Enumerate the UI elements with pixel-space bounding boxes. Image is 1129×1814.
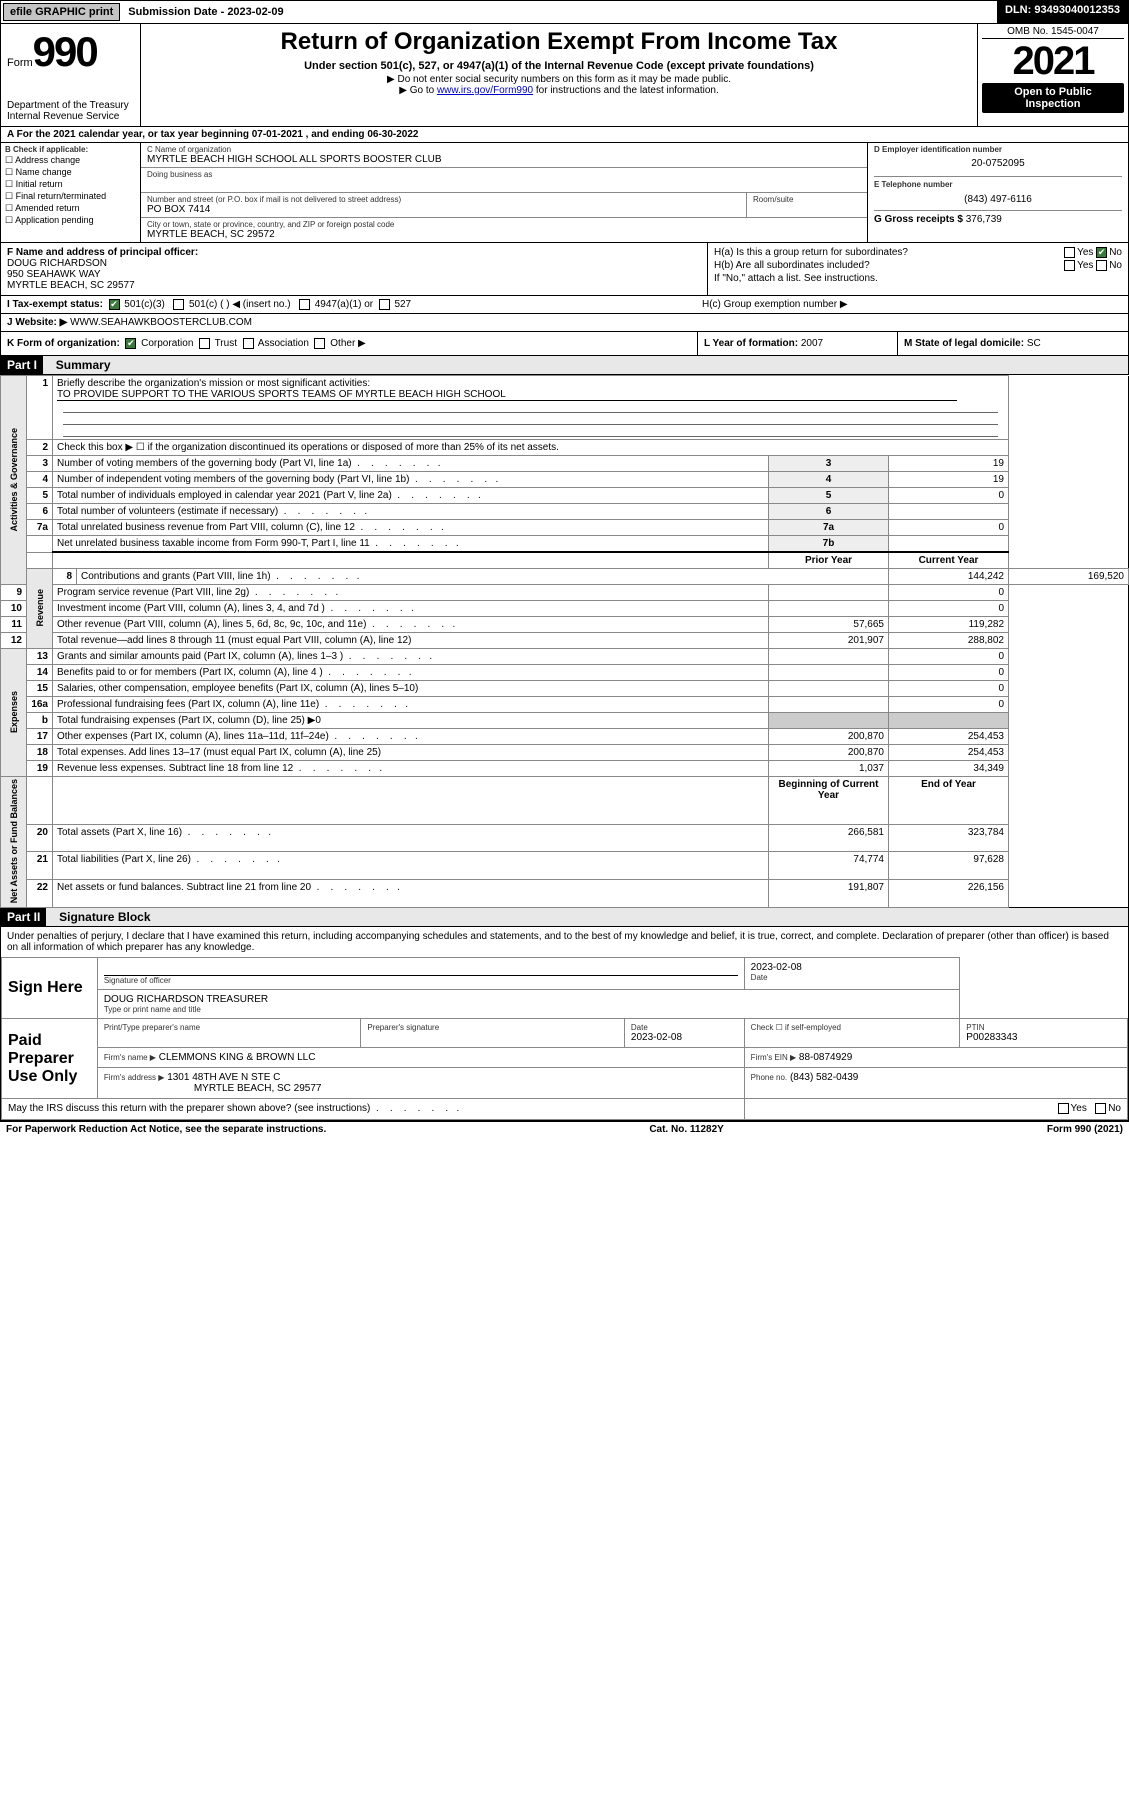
part1-title: Summary xyxy=(46,358,111,372)
chk-corp[interactable]: ✔ xyxy=(125,338,136,349)
header-center: Return of Organization Exempt From Incom… xyxy=(141,24,978,126)
row-i: I Tax-exempt status: ✔ 501(c)(3) 501(c) … xyxy=(0,296,1129,314)
header-left: Form990 Department of the Treasury Inter… xyxy=(1,24,141,126)
section-c: C Name of organization MYRTLE BEACH HIGH… xyxy=(141,143,868,242)
org-name: MYRTLE BEACH HIGH SCHOOL ALL SPORTS BOOS… xyxy=(147,154,861,165)
chk-initial-return[interactable]: ☐ Initial return xyxy=(5,179,136,190)
ha-no[interactable]: ✔ xyxy=(1096,247,1107,258)
chk-527[interactable] xyxy=(379,299,390,310)
chk-501c3[interactable]: ✔ xyxy=(109,299,120,310)
tax-year: 2021 xyxy=(982,41,1124,81)
row-a-tax-year: A For the 2021 calendar year, or tax yea… xyxy=(0,127,1129,143)
section-hc: H(c) Group exemption number ▶ xyxy=(702,299,1122,310)
ein-value: 20-0752095 xyxy=(874,154,1122,173)
row-klm: K Form of organization: ✔ Corporation Tr… xyxy=(0,332,1129,356)
part1-header-row: Part I Summary xyxy=(0,356,1129,375)
firm-phone: (843) 582-0439 xyxy=(790,1072,858,1083)
page-footer: For Paperwork Reduction Act Notice, see … xyxy=(0,1121,1129,1137)
section-f: F Name and address of principal officer:… xyxy=(1,243,708,295)
chk-name-change[interactable]: ☐ Name change xyxy=(5,167,136,178)
row-j: J Website: ▶ WWW.SEAHAWKBOOSTERCLUB.COM xyxy=(0,314,1129,332)
firm-ein: 88-0874929 xyxy=(799,1052,852,1063)
chk-501c[interactable] xyxy=(173,299,184,310)
chk-amended[interactable]: ☐ Amended return xyxy=(5,203,136,214)
year-formation: L Year of formation: 2007 xyxy=(698,332,898,355)
gross-receipts: G Gross receipts $ 376,739 xyxy=(874,210,1122,225)
perjury-declaration: Under penalties of perjury, I declare th… xyxy=(1,927,1128,957)
part1-table: Activities & Governance 1 Briefly descri… xyxy=(0,375,1129,908)
mission-text: TO PROVIDE SUPPORT TO THE VARIOUS SPORTS… xyxy=(57,389,957,401)
chk-final-return[interactable]: ☐ Final return/terminated xyxy=(5,191,136,202)
footer-left: For Paperwork Reduction Act Notice, see … xyxy=(6,1124,326,1135)
officer-sign-date: 2023-02-08 xyxy=(751,962,954,973)
dept-label: Department of the Treasury xyxy=(7,100,134,111)
chk-4947[interactable] xyxy=(299,299,310,310)
form-note1: ▶ Do not enter social security numbers o… xyxy=(149,74,969,85)
footer-mid: Cat. No. 11282Y xyxy=(649,1124,723,1135)
side-expenses: Expenses xyxy=(1,649,27,777)
part2-title: Signature Block xyxy=(49,910,150,924)
website-value: WWW.SEAHAWKBOOSTERCLUB.COM xyxy=(70,317,252,328)
irs-label: Internal Revenue Service xyxy=(7,111,134,122)
phone-value: (843) 497-6116 xyxy=(874,192,1122,207)
header-right: OMB No. 1545-0047 2021 Open to Public In… xyxy=(978,24,1128,126)
form-header: Form990 Department of the Treasury Inter… xyxy=(0,24,1129,127)
org-city: MYRTLE BEACH, SC 29572 xyxy=(147,229,861,240)
efile-print-button[interactable]: efile GRAPHIC print xyxy=(3,3,120,21)
part2-header-row: Part II Signature Block xyxy=(0,908,1129,927)
side-netassets: Net Assets or Fund Balances xyxy=(1,777,27,908)
discuss-yes[interactable] xyxy=(1058,1103,1069,1114)
paid-preparer-label: Paid Preparer Use Only xyxy=(2,1019,98,1099)
open-to-public-badge: Open to Public Inspection xyxy=(982,83,1124,113)
chk-application-pending[interactable]: ☐ Application pending xyxy=(5,215,136,226)
footer-right: Form 990 (2021) xyxy=(1047,1124,1123,1135)
section-deg: D Employer identification number 20-0752… xyxy=(868,143,1128,242)
discuss-no[interactable] xyxy=(1095,1103,1106,1114)
chk-address-change[interactable]: ☐ Address change xyxy=(5,155,136,166)
side-revenue: Revenue xyxy=(27,569,53,649)
chk-trust[interactable] xyxy=(199,338,210,349)
officer-name: DOUG RICHARDSON TREASURER xyxy=(104,994,953,1005)
hb-no[interactable] xyxy=(1096,260,1107,271)
section-b: B Check if applicable: ☐ Address change … xyxy=(1,143,141,242)
submission-date: Submission Date - 2023-02-09 xyxy=(122,1,997,23)
chk-assoc[interactable] xyxy=(243,338,254,349)
part2-badge: Part II xyxy=(1,908,46,926)
form-subtitle: Under section 501(c), 527, or 4947(a)(1)… xyxy=(149,60,969,72)
ha-yes[interactable] xyxy=(1064,247,1075,258)
side-activities: Activities & Governance xyxy=(1,376,27,585)
chk-other[interactable] xyxy=(314,338,325,349)
form-note2: ▶ Go to www.irs.gov/Form990 for instruct… xyxy=(149,85,969,96)
org-street: PO BOX 7414 xyxy=(147,204,740,215)
sign-here-label: Sign Here xyxy=(2,958,98,1019)
state-domicile: M State of legal domicile: SC xyxy=(898,332,1128,355)
top-bar: efile GRAPHIC print Submission Date - 20… xyxy=(0,0,1129,24)
form-990-logo: Form990 xyxy=(7,28,97,76)
signature-block: Under penalties of perjury, I declare th… xyxy=(0,927,1129,1120)
ptin-value: P00283343 xyxy=(966,1032,1121,1043)
omb-number: OMB No. 1545-0047 xyxy=(982,26,1124,39)
dln-label: DLN: 93493040012353 xyxy=(997,1,1128,23)
firm-name: CLEMMONS KING & BROWN LLC xyxy=(159,1052,316,1063)
part1-badge: Part I xyxy=(1,356,43,374)
irs-link[interactable]: www.irs.gov/Form990 xyxy=(437,85,533,96)
section-h: H(a) Is this a group return for subordin… xyxy=(708,243,1128,295)
form-title: Return of Organization Exempt From Incom… xyxy=(149,28,969,56)
block-fh: F Name and address of principal officer:… xyxy=(0,243,1129,296)
hb-yes[interactable] xyxy=(1064,260,1075,271)
block-bcdef: B Check if applicable: ☐ Address change … xyxy=(0,143,1129,243)
